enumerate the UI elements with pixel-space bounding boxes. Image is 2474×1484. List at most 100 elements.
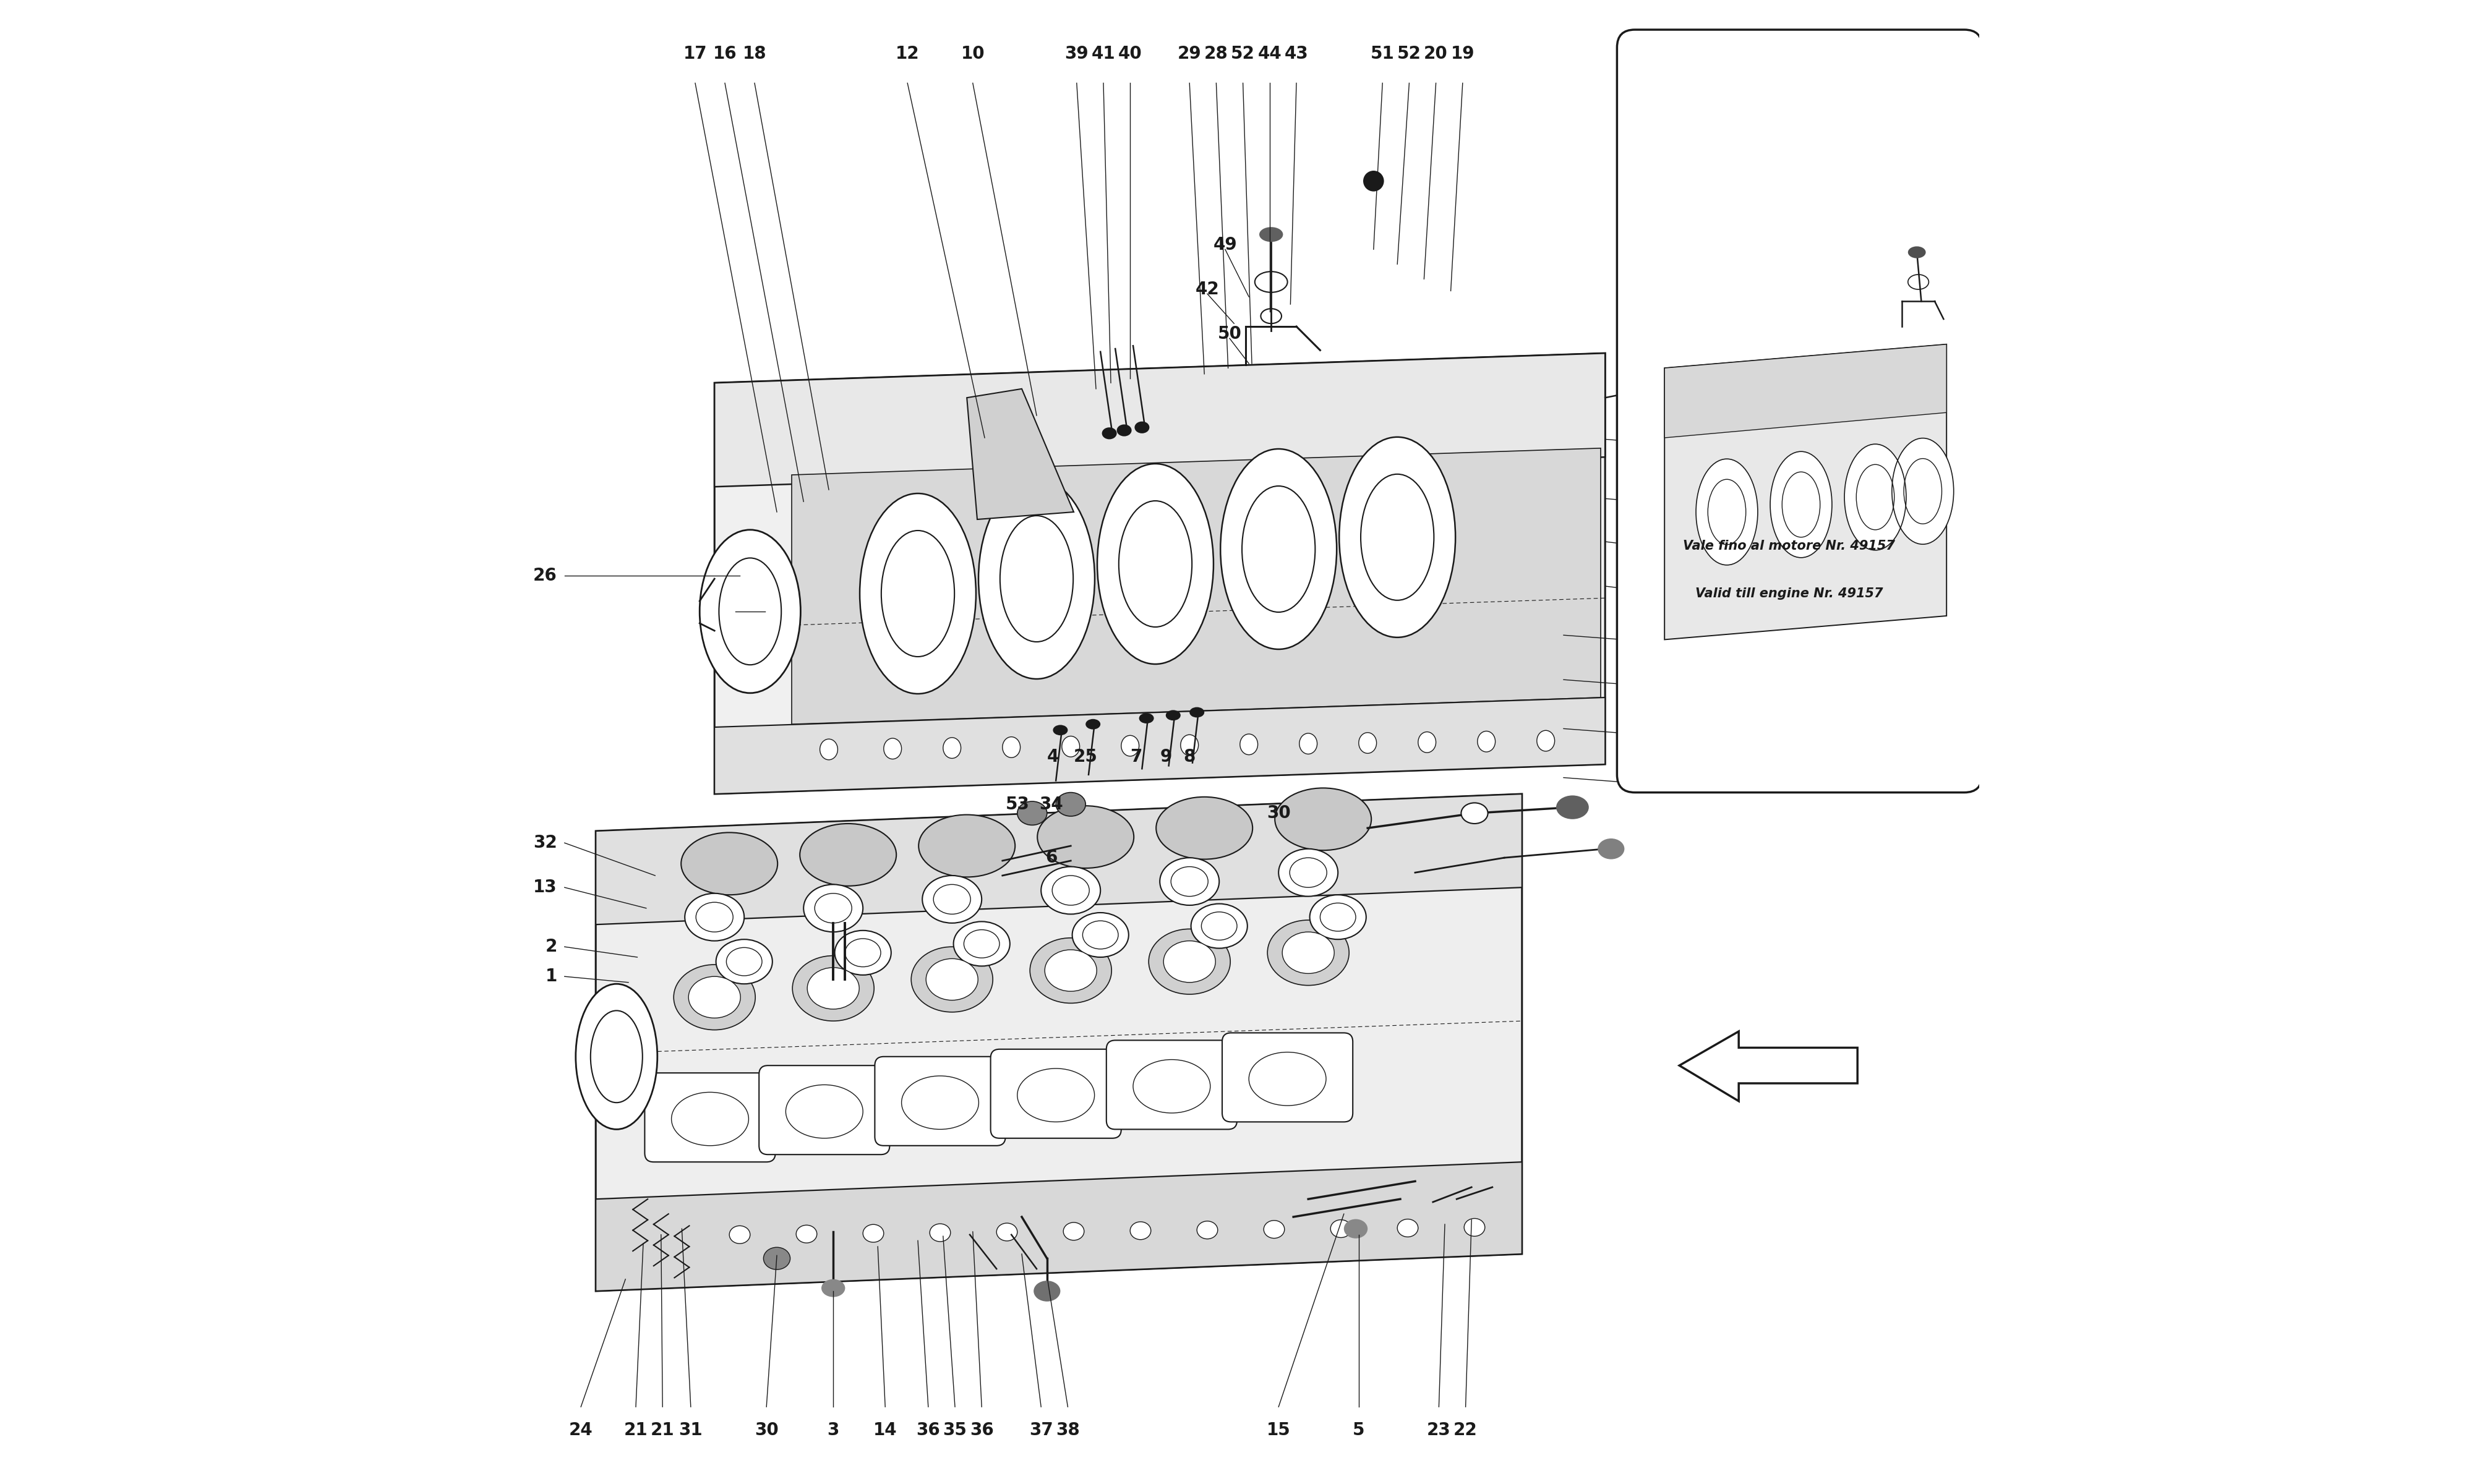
Text: 15: 15 — [1267, 1422, 1291, 1439]
Text: Valid till engine Nr. 49157: Valid till engine Nr. 49157 — [1695, 588, 1883, 600]
Ellipse shape — [1002, 738, 1019, 758]
Ellipse shape — [1037, 806, 1133, 868]
Ellipse shape — [1017, 801, 1047, 825]
Text: 44: 44 — [1685, 217, 1710, 234]
Text: 30: 30 — [755, 1422, 779, 1439]
Ellipse shape — [980, 478, 1094, 680]
Ellipse shape — [1465, 1218, 1484, 1236]
Ellipse shape — [1220, 448, 1336, 650]
Ellipse shape — [1138, 712, 1153, 723]
Text: 1: 1 — [544, 968, 557, 985]
FancyBboxPatch shape — [1106, 1040, 1237, 1129]
Ellipse shape — [910, 947, 992, 1012]
Ellipse shape — [1056, 792, 1086, 816]
Ellipse shape — [952, 922, 1009, 966]
Text: 49: 49 — [1212, 236, 1237, 254]
Ellipse shape — [576, 984, 658, 1129]
FancyBboxPatch shape — [646, 1073, 774, 1162]
Text: 31: 31 — [678, 1422, 703, 1439]
Ellipse shape — [1477, 732, 1494, 752]
Ellipse shape — [1071, 913, 1128, 957]
Ellipse shape — [1279, 849, 1338, 896]
Ellipse shape — [1155, 797, 1252, 859]
Ellipse shape — [925, 959, 977, 1000]
Text: 45: 45 — [1650, 677, 1675, 695]
Ellipse shape — [673, 965, 755, 1030]
Text: 21: 21 — [623, 1422, 648, 1439]
Ellipse shape — [1309, 895, 1366, 939]
Ellipse shape — [1064, 1223, 1084, 1241]
Ellipse shape — [1054, 724, 1069, 735]
Polygon shape — [967, 389, 1074, 519]
Ellipse shape — [1197, 1221, 1217, 1239]
Ellipse shape — [923, 876, 982, 923]
Ellipse shape — [1643, 364, 1670, 402]
Text: 44: 44 — [1257, 45, 1282, 62]
Ellipse shape — [1462, 803, 1487, 824]
Text: 36: 36 — [970, 1422, 995, 1439]
Ellipse shape — [685, 893, 745, 941]
Polygon shape — [1680, 1031, 1858, 1101]
Text: 50: 50 — [1217, 325, 1242, 343]
Ellipse shape — [1536, 730, 1554, 751]
Ellipse shape — [1165, 709, 1180, 720]
Text: 46: 46 — [1650, 632, 1672, 650]
Text: 33: 33 — [1650, 582, 1672, 600]
Ellipse shape — [819, 739, 839, 760]
Ellipse shape — [861, 493, 975, 693]
Ellipse shape — [883, 738, 901, 758]
FancyBboxPatch shape — [1618, 30, 1982, 792]
FancyBboxPatch shape — [990, 1049, 1121, 1138]
Text: 21: 21 — [651, 1422, 675, 1439]
FancyBboxPatch shape — [760, 1066, 891, 1155]
Ellipse shape — [834, 930, 891, 975]
Ellipse shape — [1044, 950, 1096, 991]
Text: 48: 48 — [1650, 726, 1672, 743]
Ellipse shape — [1116, 424, 1131, 436]
Text: 27: 27 — [1650, 433, 1672, 451]
Ellipse shape — [700, 530, 802, 693]
Ellipse shape — [1697, 459, 1757, 565]
Ellipse shape — [799, 824, 896, 886]
Text: 28: 28 — [1650, 537, 1672, 555]
Ellipse shape — [1282, 932, 1333, 974]
Text: 51: 51 — [1371, 45, 1395, 62]
Ellipse shape — [1274, 788, 1371, 850]
Ellipse shape — [1061, 736, 1079, 757]
Ellipse shape — [1893, 438, 1954, 545]
Text: 7: 7 — [1131, 748, 1143, 766]
Polygon shape — [715, 697, 1606, 794]
Text: 9: 9 — [1160, 748, 1173, 766]
Text: 28: 28 — [1205, 45, 1227, 62]
Text: 16: 16 — [713, 45, 737, 62]
Ellipse shape — [1259, 227, 1284, 242]
Polygon shape — [715, 353, 1606, 487]
Ellipse shape — [1190, 706, 1205, 718]
Polygon shape — [596, 794, 1522, 925]
Text: 4: 4 — [1047, 748, 1059, 766]
Text: 18: 18 — [742, 45, 767, 62]
Text: 14: 14 — [873, 1422, 898, 1439]
Text: 30: 30 — [1267, 804, 1291, 822]
Ellipse shape — [1264, 1220, 1284, 1238]
Ellipse shape — [1086, 718, 1101, 730]
Ellipse shape — [1907, 246, 1925, 258]
Ellipse shape — [1148, 929, 1230, 994]
Text: 11: 11 — [1650, 493, 1672, 510]
Ellipse shape — [1136, 421, 1150, 433]
Ellipse shape — [1299, 733, 1316, 754]
Ellipse shape — [1846, 444, 1905, 551]
Polygon shape — [1665, 344, 1947, 640]
Ellipse shape — [797, 1226, 816, 1244]
Polygon shape — [1665, 344, 1947, 438]
Text: 3: 3 — [826, 1422, 839, 1439]
Ellipse shape — [1239, 735, 1257, 755]
Polygon shape — [715, 353, 1606, 794]
Text: 20: 20 — [1425, 45, 1447, 62]
Ellipse shape — [1121, 736, 1138, 757]
Text: 2: 2 — [544, 938, 557, 956]
Text: 38: 38 — [1056, 1422, 1079, 1439]
Ellipse shape — [1418, 732, 1435, 752]
Text: 37: 37 — [1029, 1422, 1054, 1439]
Text: 19: 19 — [1450, 45, 1475, 62]
